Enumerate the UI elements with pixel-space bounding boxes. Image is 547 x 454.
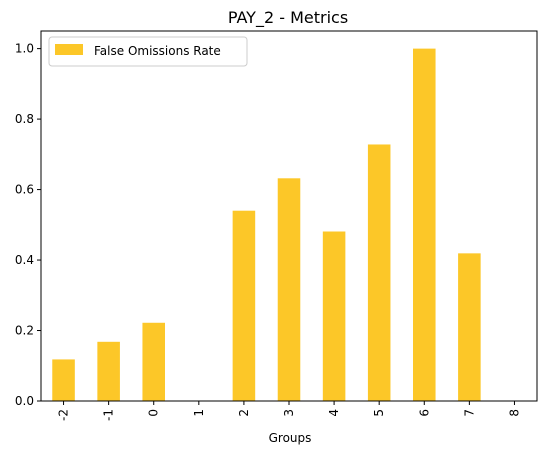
bar-4 (322, 231, 346, 401)
bar--2 (52, 359, 75, 401)
bar--1 (97, 341, 120, 401)
legend-box (48, 36, 248, 67)
bar-2 (232, 210, 256, 401)
legend-swatch (55, 44, 83, 55)
x-tick-label: 2 (237, 409, 251, 417)
x-tick-label: 5 (372, 409, 386, 417)
bar-6 (413, 48, 436, 402)
x-tick-label: 1 (192, 409, 206, 417)
x-tick-label: 3 (282, 409, 296, 417)
x-tick-label: 0 (147, 409, 161, 417)
x-tick-label: -1 (102, 409, 116, 421)
y-tick-label: 0.0 (15, 394, 34, 408)
x-tick-label: 8 (507, 409, 521, 417)
y-tick-label: 0.2 (15, 324, 34, 338)
x-axis-label: Groups (269, 431, 312, 445)
y-tick-label: 1.0 (15, 42, 34, 56)
bar-0 (142, 322, 165, 401)
chart-title: PAY_2 - Metrics (228, 8, 348, 28)
y-tick-label: 0.4 (15, 253, 34, 267)
plot-frame (40, 30, 538, 402)
bar-7 (458, 253, 481, 401)
bars-group (52, 48, 481, 402)
legend-label: False Omissions Rate (94, 44, 221, 58)
legend: False Omissions Rate (48, 36, 248, 67)
y-axis-ticks: 0.0 0.2 0.4 0.6 0.8 1.0 (15, 42, 41, 408)
x-tick-label: 6 (417, 409, 431, 417)
x-tick-label: 7 (462, 409, 476, 417)
x-tick-label: 4 (327, 409, 341, 417)
x-tick-label: -2 (57, 409, 71, 421)
x-axis-ticks: -2 -1 0 1 2 3 4 5 6 7 8 (57, 401, 521, 421)
y-tick-label: 0.6 (15, 183, 34, 197)
bar-5 (367, 144, 391, 401)
bar-3 (277, 178, 301, 401)
y-tick-label: 0.8 (15, 112, 34, 126)
